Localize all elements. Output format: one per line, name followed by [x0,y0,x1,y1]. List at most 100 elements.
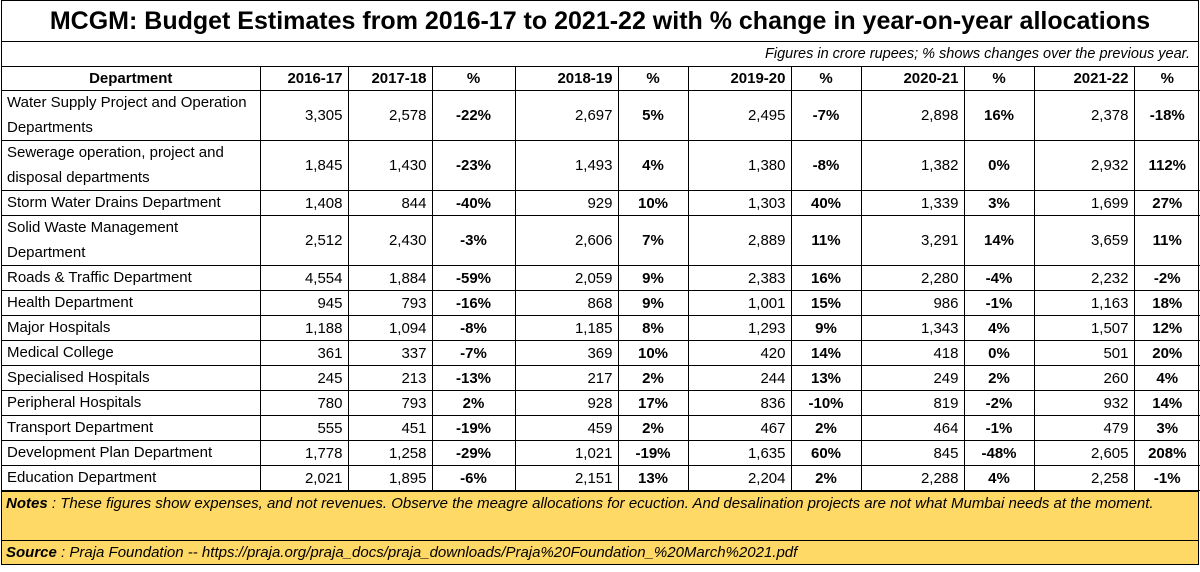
amount-cell: 467 [687,415,792,441]
amount-cell: 369 [514,340,619,366]
amount-cell: 819 [860,390,965,416]
percent-change-cell: -19% [431,415,516,441]
amount-cell: 2,932 [1033,140,1135,191]
notes-text: : These figures show expenses, and not r… [47,495,1154,512]
percent-change-cell: -8% [790,140,862,191]
percent-change-cell: -13% [431,365,516,391]
percent-change-cell: 9% [617,290,689,316]
amount-cell: 2,606 [514,215,619,266]
amount-cell: 2,512 [259,215,349,266]
amount-cell: 361 [259,340,349,366]
amount-cell: 4,554 [259,265,349,291]
amount-cell: 2,204 [687,465,792,491]
percent-change-cell: -59% [431,265,516,291]
percent-change-cell: -8% [431,315,516,341]
amount-cell: 501 [1033,340,1135,366]
amount-cell: 928 [514,390,619,416]
percent-change-cell: 5% [617,90,689,141]
amount-cell: 1,188 [259,315,349,341]
percent-change-cell: 15% [790,290,862,316]
amount-cell: 2,430 [347,215,433,266]
percent-change-cell: 13% [790,365,862,391]
amount-cell: 929 [514,190,619,216]
department-cell: Major Hospitals [2,315,261,341]
percent-change-cell: -1% [1133,465,1200,491]
percent-change-cell: 11% [1133,215,1200,266]
percent-change-cell: 17% [617,390,689,416]
amount-cell: 868 [514,290,619,316]
source-text: : Praja Foundation -- https://praja.org/… [56,544,798,561]
percent-change-cell: -16% [431,290,516,316]
amount-cell: 932 [1033,390,1135,416]
column-header: 2016-17 [259,67,349,91]
department-cell: Solid Waste Management Department [2,215,261,266]
notes-label: Notes [6,495,48,512]
amount-cell: 2,378 [1033,90,1135,141]
amount-cell: 2,495 [687,90,792,141]
percent-change-cell: 40% [790,190,862,216]
department-cell: Education Department [2,465,261,491]
percent-change-cell: 20% [1133,340,1200,366]
amount-cell: 2,578 [347,90,433,141]
percent-change-cell: -19% [617,440,689,466]
percent-change-cell: 2% [617,365,689,391]
percent-change-cell: -40% [431,190,516,216]
percent-change-cell: 13% [617,465,689,491]
percent-change-cell: 9% [617,265,689,291]
percent-change-cell: 112% [1133,140,1200,191]
percent-change-cell: 16% [963,90,1035,141]
percent-change-cell: 0% [963,340,1035,366]
table-row: Water Supply Project and Operation Depar… [2,90,1200,141]
percent-change-cell: 208% [1133,440,1200,466]
percent-change-cell: 2% [617,415,689,441]
amount-cell: 3,291 [860,215,965,266]
percent-change-cell: 4% [963,315,1035,341]
department-cell: Roads & Traffic Department [2,265,261,291]
amount-cell: 793 [347,390,433,416]
amount-cell: 337 [347,340,433,366]
amount-cell: 844 [347,190,433,216]
amount-cell: 1,493 [514,140,619,191]
percent-change-cell: -18% [1133,90,1200,141]
amount-cell: 1,430 [347,140,433,191]
page-subtitle: Figures in crore rupees; % shows changes… [2,42,1198,67]
column-header: Department [2,67,261,91]
amount-cell: 2,021 [259,465,349,491]
page-title: MCGM: Budget Estimates from 2016-17 to 2… [2,1,1198,42]
department-cell: Peripheral Hospitals [2,390,261,416]
percent-change-cell: -2% [963,390,1035,416]
amount-cell: 459 [514,415,619,441]
table-row: Solid Waste Management Department 2,512 2,… [2,215,1200,266]
amount-cell: 1,258 [347,440,433,466]
percent-change-cell: 4% [963,465,1035,491]
amount-cell: 249 [860,365,965,391]
amount-cell: 451 [347,415,433,441]
department-cell: Medical College [2,340,261,366]
header-row: Department 2016-17 2017-18 % 2018-19 % 2… [2,67,1200,91]
amount-cell: 1,699 [1033,190,1135,216]
percent-change-cell: 9% [790,315,862,341]
percent-change-cell: 10% [617,340,689,366]
amount-cell: 2,697 [514,90,619,141]
percent-change-cell: 60% [790,440,862,466]
amount-cell: 945 [259,290,349,316]
amount-cell: 2,280 [860,265,965,291]
amount-cell: 836 [687,390,792,416]
amount-cell: 1,380 [687,140,792,191]
amount-cell: 464 [860,415,965,441]
table-row: Storm Water Drains Department 1,408 844 -40… [2,190,1200,216]
percent-change-cell: -10% [790,390,862,416]
column-header: 2021-22 [1033,67,1135,91]
amount-cell: 845 [860,440,965,466]
table-row: Health Department 945 793 -16% 868 9% 1,001 15%… [2,290,1200,316]
percent-change-cell: 11% [790,215,862,266]
amount-cell: 1,884 [347,265,433,291]
table-row: Transport Department 555 451 -19% 459 2% 467 2%… [2,415,1200,441]
column-header: 2020-21 [860,67,965,91]
column-header: % [431,67,516,91]
amount-cell: 780 [259,390,349,416]
amount-cell: 1,382 [860,140,965,191]
amount-cell: 260 [1033,365,1135,391]
amount-cell: 2,151 [514,465,619,491]
table-row: Sewerage operation, project and disposal… [2,140,1200,191]
